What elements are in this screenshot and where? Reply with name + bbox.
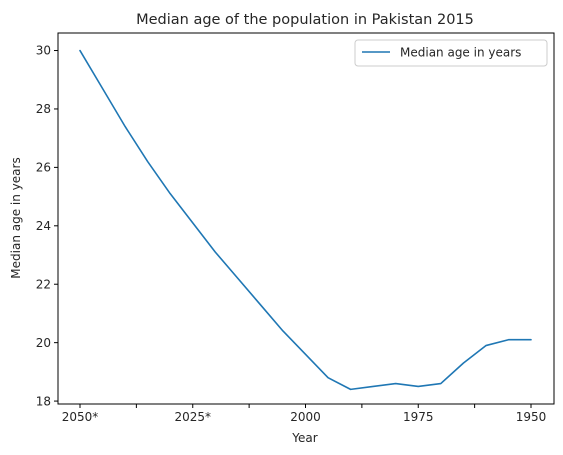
x-tick-label: 2050* (62, 410, 99, 424)
data-point (508, 339, 510, 341)
legend: Median age in years (354, 39, 548, 67)
legend-label: Median age in years (400, 46, 521, 60)
data-point (214, 251, 216, 253)
data-point (440, 383, 442, 385)
data-point (485, 345, 487, 347)
y-tick-label: 26 (36, 161, 51, 175)
y-tick-label: 18 (36, 394, 51, 408)
data-point (260, 304, 262, 306)
y-axis-title: Median age in years (9, 157, 23, 278)
x-axis-title: Year (291, 431, 317, 445)
chart-title: Median age of the population in Pakistan… (136, 12, 474, 28)
data-point (237, 277, 239, 279)
series-layer (79, 49, 532, 391)
data-point (305, 353, 307, 355)
y-tick-label: 24 (36, 219, 51, 233)
data-point (124, 126, 126, 128)
data-point (282, 330, 284, 332)
data-point (192, 222, 194, 224)
data-point (350, 388, 352, 390)
data-point (417, 386, 419, 388)
y-tick-label: 22 (36, 277, 51, 291)
legend-box (354, 39, 548, 67)
data-point (327, 377, 329, 379)
data-point (169, 193, 171, 195)
data-point (372, 386, 374, 388)
data-point (462, 362, 464, 364)
y-axis: 18 20 22 24 26 28 30 (36, 44, 58, 408)
x-tick-label: 2025* (174, 410, 211, 424)
x-tick-label: 2000 (290, 410, 321, 424)
x-axis: 2050* 2025* 2000 1975 1950 (62, 404, 547, 424)
y-tick-label: 20 (36, 336, 51, 350)
series-line-0 (79, 49, 532, 391)
x-tick-label: 1975 (403, 410, 434, 424)
data-point (79, 50, 81, 52)
data-point (395, 383, 397, 385)
data-point (102, 88, 104, 90)
y-tick-label: 28 (36, 102, 51, 116)
data-point (147, 161, 149, 163)
data-point (530, 339, 532, 341)
y-tick-label: 30 (36, 44, 51, 58)
x-tick-label: 1950 (516, 410, 547, 424)
